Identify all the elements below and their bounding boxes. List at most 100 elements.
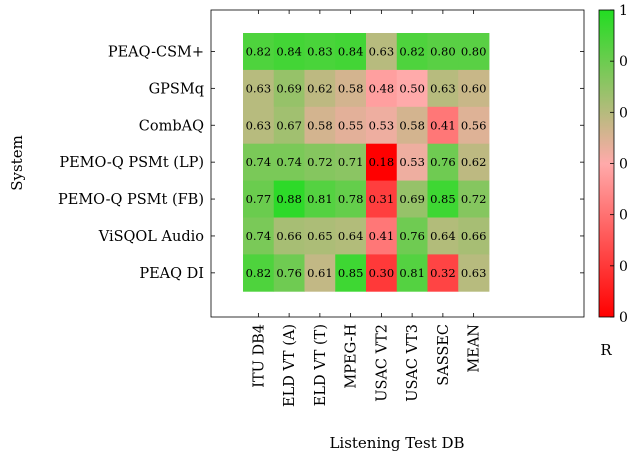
cell-value-label: 0.82 (246, 44, 272, 58)
heatmap-cell (396, 69, 428, 108)
heatmap-cell (458, 217, 490, 255)
cell-value-label: 0.63 (246, 118, 272, 132)
heatmap-cell (427, 69, 459, 108)
cell-value-label: 0.74 (246, 229, 272, 243)
cell-value-label: 0.65 (307, 229, 333, 243)
cell-value-label: 0.56 (461, 118, 487, 132)
y-tick-label: PEAQ DI (139, 266, 204, 282)
cell-value-label: 0.80 (430, 44, 456, 58)
cell-value-label: 0.72 (461, 192, 487, 206)
cell-value-label: 0.80 (461, 44, 487, 58)
heatmap-cell (427, 143, 459, 181)
cell-value-label: 0.61 (307, 266, 333, 280)
heatmap-cell (243, 180, 275, 218)
colorbar-ticks: 1 0 0 0 0 0 0 (610, 3, 628, 326)
x-tick-label: MPEG-H (344, 324, 360, 389)
heatmap-cell (396, 254, 428, 292)
x-tick-label: ELD VT (A) (282, 324, 298, 407)
cell-value-label: 0.88 (276, 192, 302, 206)
heatmap-cell (366, 254, 398, 292)
heatmap-cell (396, 106, 428, 145)
x-tick-label: SASSEC (436, 324, 452, 386)
cell-value-label: 0.41 (369, 229, 395, 243)
colorbar-tick-label: 0 (619, 259, 628, 275)
heatmap-cell (243, 143, 275, 181)
cell-value-label: 0.63 (246, 81, 272, 95)
heatmap-cell (335, 254, 367, 292)
heatmap-cell (273, 33, 305, 71)
heatmap-cell (335, 180, 367, 218)
heatmap-cell (458, 143, 490, 181)
heatmap-cell (304, 217, 336, 255)
cell-value-label: 0.41 (430, 118, 456, 132)
cell-value-label: 0.76 (276, 266, 302, 280)
y-tick-label: ViSQOL Audio (98, 229, 204, 245)
heatmap-cell (273, 254, 305, 292)
cell-value-label: 0.84 (338, 44, 364, 58)
cell-value-label: 0.78 (338, 192, 364, 206)
cell-value-label: 0.58 (307, 118, 333, 132)
heatmap-cell (396, 143, 428, 181)
axis-ticks (211, 10, 584, 317)
cell-value-label: 0.74 (276, 155, 302, 169)
cell-value-label: 0.50 (399, 81, 425, 95)
heatmap-cell (427, 106, 459, 145)
cell-value-label: 0.60 (461, 81, 487, 95)
cell-value-label: 0.63 (369, 44, 395, 58)
x-tick-labels: ITU DB4 ELD VT (A) ELD VT (T) MPEG-H USAC VT… (251, 324, 482, 407)
cell-value-label: 0.64 (338, 229, 364, 243)
x-tick-label: ITU DB4 (251, 324, 267, 388)
heatmap-cell (458, 106, 490, 145)
x-tick-label: USAC VT3 (405, 324, 421, 402)
heatmap-cell (396, 33, 428, 71)
heatmap-cell (273, 143, 305, 181)
cell-value-label: 0.67 (276, 118, 302, 132)
heatmap-cell (427, 180, 459, 218)
cell-value-label: 0.72 (307, 155, 333, 169)
heatmap-cell (458, 33, 490, 71)
heatmap-cell (304, 106, 336, 145)
cell-value-label: 0.55 (338, 118, 364, 132)
heatmap-cell (304, 254, 336, 292)
heatmap-cell (273, 180, 305, 218)
cell-value-label: 0.81 (399, 266, 425, 280)
cell-value-label: 0.66 (276, 229, 302, 243)
heatmap-cell (335, 69, 367, 108)
heatmap-cell (366, 217, 398, 255)
y-tick-label: PEMO-Q PSMt (LP) (59, 155, 204, 171)
y-tick-label: PEMO-Q PSMt (FB) (58, 192, 204, 208)
x-tick-label: MEAN (467, 324, 483, 373)
cell-value-label: 0.63 (461, 266, 487, 280)
x-axis-label: Listening Test DB (329, 434, 464, 452)
heatmap-cell (335, 33, 367, 71)
cell-value-label: 0.31 (369, 192, 395, 206)
colorbar-tick-label: 0 (619, 157, 628, 173)
heatmap-cell (396, 180, 428, 218)
heatmap-cell (273, 106, 305, 145)
heatmap-cell (304, 143, 336, 181)
y-tick-label: CombAQ (139, 118, 204, 134)
heatmap-cell (458, 69, 490, 108)
heatmap-cell (427, 254, 459, 292)
heatmap-cell (366, 33, 398, 71)
cell-value-label: 0.58 (338, 81, 364, 95)
colorbar-tick-label: 0 (619, 105, 628, 121)
colorbar-tick-label: 0 (619, 208, 628, 224)
cell-value-label: 0.76 (430, 155, 456, 169)
cell-value-label: 0.77 (246, 192, 272, 206)
heatmap-cell (335, 143, 367, 181)
y-tick-label: GPSMq (149, 81, 204, 97)
cell-value-label: 0.83 (307, 44, 333, 58)
heatmap-cell (243, 217, 275, 255)
colorbar-tick-label: 0 (619, 54, 628, 70)
heatmap-cell (396, 217, 428, 255)
heatmap-cell (458, 254, 490, 292)
cell-value-label: 0.82 (399, 44, 425, 58)
colorbar-tick-label: 0 (619, 310, 628, 326)
heatmap-cell (243, 69, 275, 108)
cell-value-label: 0.84 (276, 44, 302, 58)
y-tick-labels: PEAQ-CSM+ GPSMq CombAQ PEMO-Q PSMt (LP) PEMO… (58, 44, 204, 281)
cell-value-label: 0.69 (399, 192, 425, 206)
cell-value-label: 0.48 (369, 81, 395, 95)
